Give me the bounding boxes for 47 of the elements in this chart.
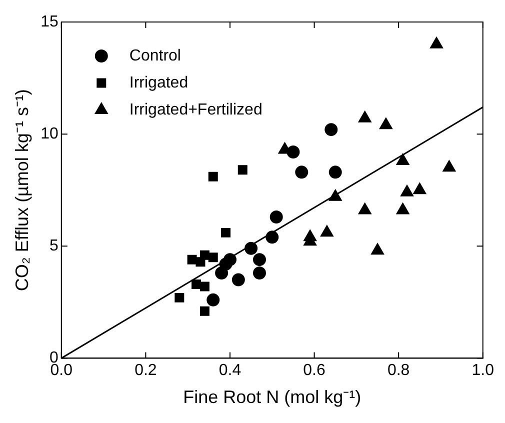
point <box>358 110 372 122</box>
point <box>266 230 279 244</box>
legend-label: Irrigated <box>129 74 188 92</box>
point <box>223 253 236 266</box>
point <box>238 165 248 175</box>
point <box>328 166 342 179</box>
point <box>442 160 456 172</box>
point <box>206 293 220 306</box>
point <box>413 182 426 194</box>
point <box>221 228 231 238</box>
y-tick-label: 5 <box>49 238 58 255</box>
point <box>320 225 334 237</box>
point <box>358 202 372 214</box>
x-tick-label: 0.6 <box>303 362 326 380</box>
point <box>232 273 245 286</box>
point <box>304 230 317 242</box>
y-axis-title: CO₂ Efflux (µmol kg⁻¹ s⁻¹) <box>12 89 32 292</box>
point <box>270 210 283 224</box>
point <box>252 266 266 280</box>
point <box>208 252 218 262</box>
point <box>400 184 414 196</box>
point <box>396 153 410 165</box>
point <box>244 242 258 255</box>
point <box>396 202 410 214</box>
point <box>286 146 300 158</box>
y-tick-label: 10 <box>40 125 58 142</box>
point <box>328 189 342 201</box>
x-axis-title: Fine Root N (mol kg⁻¹) <box>183 387 362 408</box>
x-tick-label: 0.4 <box>218 362 242 380</box>
point <box>192 279 202 289</box>
x-tick-label: 0.2 <box>134 362 157 380</box>
point <box>252 253 266 266</box>
point <box>324 123 338 136</box>
x-tick-label: 0.8 <box>387 362 410 380</box>
point <box>200 250 210 260</box>
point <box>208 172 218 182</box>
legend-label: Irrigated+Fertilized <box>129 101 262 118</box>
point <box>295 166 308 179</box>
point <box>370 243 384 255</box>
point <box>200 306 210 316</box>
point <box>174 292 184 302</box>
point <box>379 118 392 130</box>
y-tick-label: 15 <box>40 13 58 30</box>
point <box>430 36 444 48</box>
point <box>200 282 210 292</box>
legend-label: Control <box>129 47 181 64</box>
x-tick-label: 1.0 <box>472 362 494 380</box>
